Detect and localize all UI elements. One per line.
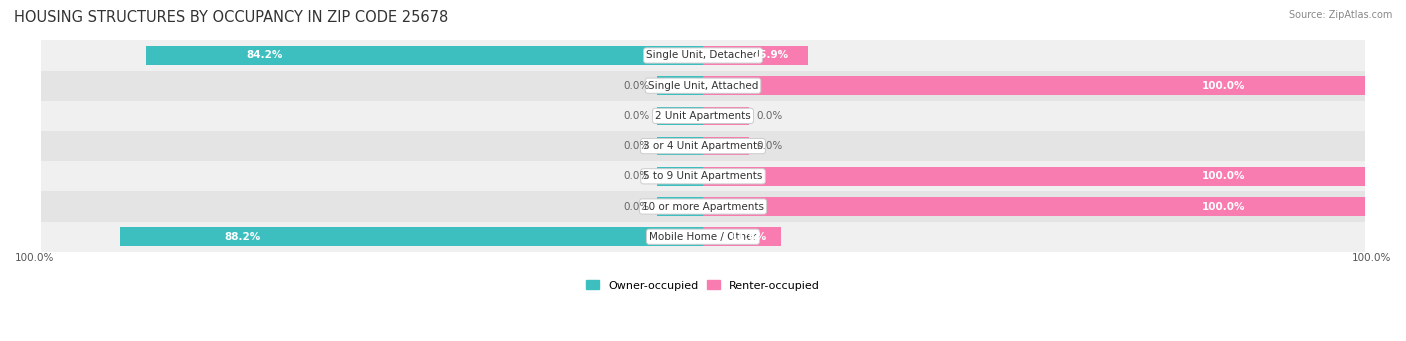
- Bar: [41, 222, 1365, 252]
- Text: 0.0%: 0.0%: [624, 141, 650, 151]
- Text: 0.0%: 0.0%: [756, 141, 782, 151]
- Text: 0.0%: 0.0%: [756, 111, 782, 121]
- Bar: [41, 40, 1365, 71]
- Bar: [703, 227, 782, 246]
- Bar: [41, 71, 1365, 101]
- Text: 5 to 9 Unit Apartments: 5 to 9 Unit Apartments: [644, 171, 762, 181]
- Text: 84.2%: 84.2%: [246, 50, 283, 60]
- Text: 11.8%: 11.8%: [731, 232, 768, 242]
- Text: Source: ZipAtlas.com: Source: ZipAtlas.com: [1288, 10, 1392, 20]
- Bar: [41, 131, 1365, 161]
- Text: 3 or 4 Unit Apartments: 3 or 4 Unit Apartments: [643, 141, 763, 151]
- Text: 100.0%: 100.0%: [1351, 253, 1391, 263]
- Text: 10 or more Apartments: 10 or more Apartments: [643, 202, 763, 211]
- Bar: [657, 137, 703, 155]
- Bar: [41, 101, 1365, 131]
- Text: HOUSING STRUCTURES BY OCCUPANCY IN ZIP CODE 25678: HOUSING STRUCTURES BY OCCUPANCY IN ZIP C…: [14, 10, 449, 25]
- Text: 0.0%: 0.0%: [624, 171, 650, 181]
- Text: 100.0%: 100.0%: [1202, 202, 1246, 211]
- Bar: [41, 161, 1365, 191]
- Bar: [703, 137, 749, 155]
- Text: 88.2%: 88.2%: [225, 232, 260, 242]
- Text: 100.0%: 100.0%: [1202, 171, 1246, 181]
- Bar: [657, 76, 703, 95]
- Text: Mobile Home / Other: Mobile Home / Other: [650, 232, 756, 242]
- Bar: [703, 46, 808, 65]
- Text: 0.0%: 0.0%: [624, 81, 650, 91]
- Text: 0.0%: 0.0%: [624, 202, 650, 211]
- Bar: [657, 197, 703, 216]
- Bar: [41, 191, 1365, 222]
- Bar: [120, 227, 703, 246]
- Text: 100.0%: 100.0%: [1202, 81, 1246, 91]
- Legend: Owner-occupied, Renter-occupied: Owner-occupied, Renter-occupied: [581, 276, 825, 295]
- Bar: [703, 106, 749, 125]
- Bar: [703, 197, 1365, 216]
- Text: 15.9%: 15.9%: [754, 50, 789, 60]
- Bar: [703, 167, 1365, 186]
- Text: 2 Unit Apartments: 2 Unit Apartments: [655, 111, 751, 121]
- Text: 0.0%: 0.0%: [624, 111, 650, 121]
- Bar: [703, 76, 1365, 95]
- Text: Single Unit, Attached: Single Unit, Attached: [648, 81, 758, 91]
- Bar: [657, 167, 703, 186]
- Text: 100.0%: 100.0%: [15, 253, 55, 263]
- Bar: [146, 46, 703, 65]
- Bar: [657, 106, 703, 125]
- Text: Single Unit, Detached: Single Unit, Detached: [647, 50, 759, 60]
